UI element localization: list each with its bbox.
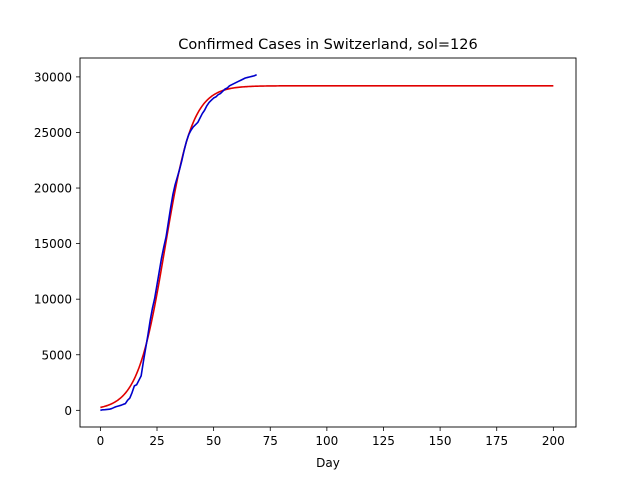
y-tick-label: 0 [64, 404, 72, 418]
y-tick-label: 20000 [34, 182, 72, 196]
plot-area [79, 57, 577, 428]
x-tick-label: 25 [149, 434, 164, 448]
x-tick-label: 150 [429, 434, 452, 448]
y-tick-label: 10000 [34, 293, 72, 307]
y-tick-label: 30000 [34, 70, 72, 84]
chart-title: Confirmed Cases in Switzerland, sol=126 [178, 37, 477, 53]
axes-frame [79, 57, 577, 428]
x-tick-label: 0 [97, 434, 105, 448]
x-tick-label: 100 [315, 434, 338, 448]
series-layer [100, 73, 554, 412]
y-tick-label: 15000 [34, 237, 72, 251]
y-tick-label: 5000 [41, 348, 72, 362]
confirmed-cases-line [100, 73, 258, 412]
x-tick-label: 175 [485, 434, 508, 448]
x-tick-label: 125 [372, 434, 395, 448]
x-axis: 0 25 50 75 100 125 150 175 200 [97, 427, 565, 448]
model-fit-line [100, 84, 554, 409]
x-tick-label: 200 [542, 434, 565, 448]
y-tick-label: 25000 [34, 126, 72, 140]
x-tick-label: 75 [263, 434, 278, 448]
x-tick-label: 50 [206, 434, 221, 448]
x-axis-label: Day [316, 456, 340, 470]
y-axis: 0 5000 10000 15000 20000 25000 30000 [34, 70, 80, 418]
